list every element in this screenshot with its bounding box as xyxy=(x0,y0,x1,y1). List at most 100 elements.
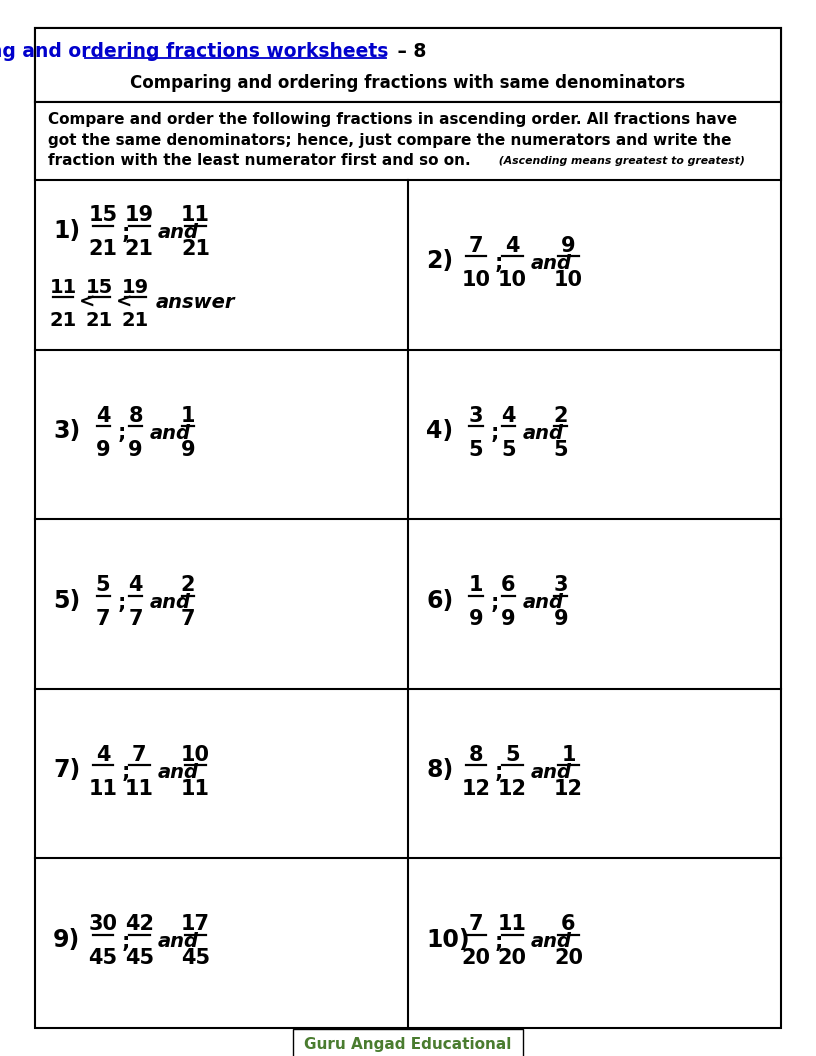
Text: ;: ; xyxy=(122,223,130,243)
Text: – 8: – 8 xyxy=(391,41,427,60)
Text: ;: ; xyxy=(494,253,503,274)
Text: Guru Angad Educational: Guru Angad Educational xyxy=(304,1037,512,1052)
Text: 9: 9 xyxy=(468,609,483,629)
Text: <: < xyxy=(79,293,95,312)
Text: Comparing and ordering fractions worksheets: Comparing and ordering fractions workshe… xyxy=(0,41,388,60)
Text: 11: 11 xyxy=(181,205,210,225)
Text: ;: ; xyxy=(494,931,503,951)
Text: 19: 19 xyxy=(125,205,153,225)
Text: (Ascending means greatest to greatest): (Ascending means greatest to greatest) xyxy=(495,155,745,166)
Text: 8: 8 xyxy=(468,744,483,765)
Text: ;: ; xyxy=(118,423,126,444)
Text: ;: ; xyxy=(490,423,499,444)
Text: 10: 10 xyxy=(181,744,210,765)
Text: 15: 15 xyxy=(88,205,118,225)
Text: 11: 11 xyxy=(181,778,210,798)
Text: 1: 1 xyxy=(468,576,483,596)
Text: <: < xyxy=(116,293,132,312)
Text: 5): 5) xyxy=(53,588,80,612)
Text: 2): 2) xyxy=(426,249,453,274)
Text: 7: 7 xyxy=(128,609,143,629)
Text: ;: ; xyxy=(122,931,130,951)
Text: 2: 2 xyxy=(554,406,568,426)
Text: 3: 3 xyxy=(468,406,483,426)
Text: 10: 10 xyxy=(498,270,527,290)
Bar xyxy=(35,102,781,180)
Bar xyxy=(35,29,781,102)
Text: 20: 20 xyxy=(554,948,583,968)
Text: Compare and order the following fractions in ascending order. All fractions have: Compare and order the following fraction… xyxy=(48,112,737,127)
Text: and: and xyxy=(150,423,191,442)
Text: 21: 21 xyxy=(125,240,153,260)
Text: 30: 30 xyxy=(88,914,118,935)
Text: 7: 7 xyxy=(132,744,147,765)
Text: 20: 20 xyxy=(498,948,527,968)
Text: 7: 7 xyxy=(181,609,195,629)
Text: 3: 3 xyxy=(554,576,568,596)
Text: fraction with the least numerator first and so on.: fraction with the least numerator first … xyxy=(48,153,471,168)
Text: and: and xyxy=(523,423,564,442)
Text: 8: 8 xyxy=(128,406,143,426)
Text: 10: 10 xyxy=(554,270,583,290)
Text: 21: 21 xyxy=(88,240,118,260)
Text: 45: 45 xyxy=(88,948,118,968)
Text: got the same denominators; hence, just compare the numerators and write the: got the same denominators; hence, just c… xyxy=(48,132,731,148)
Text: 17: 17 xyxy=(181,914,210,935)
Text: 10): 10) xyxy=(426,928,470,951)
Text: 20: 20 xyxy=(462,948,490,968)
Text: 9: 9 xyxy=(128,439,143,459)
Text: 45: 45 xyxy=(181,948,210,968)
Text: 9): 9) xyxy=(53,928,80,951)
Text: 11: 11 xyxy=(50,278,77,297)
Text: 11: 11 xyxy=(498,914,527,935)
Text: 21: 21 xyxy=(122,310,149,329)
Text: 6): 6) xyxy=(426,588,453,612)
Text: 5: 5 xyxy=(501,439,516,459)
Text: Comparing and ordering fractions with same denominators: Comparing and ordering fractions with sa… xyxy=(131,74,685,92)
Text: and: and xyxy=(150,593,191,612)
Text: 9: 9 xyxy=(95,439,110,459)
Text: ;: ; xyxy=(494,762,503,782)
Text: 4): 4) xyxy=(426,419,453,444)
Text: 12: 12 xyxy=(498,778,527,798)
Text: ;: ; xyxy=(490,592,499,612)
Text: 12: 12 xyxy=(554,778,583,798)
Text: 7: 7 xyxy=(95,609,110,629)
Text: 4: 4 xyxy=(128,576,143,596)
Text: 1: 1 xyxy=(181,406,195,426)
Text: 4: 4 xyxy=(501,406,516,426)
Text: 21: 21 xyxy=(181,240,210,260)
Text: 5: 5 xyxy=(554,439,568,459)
Text: answer: answer xyxy=(156,293,235,312)
Text: 21: 21 xyxy=(86,310,113,329)
Text: 15: 15 xyxy=(86,278,113,297)
Text: ;: ; xyxy=(118,592,126,612)
Text: 11: 11 xyxy=(88,778,118,798)
Text: 6: 6 xyxy=(561,914,576,935)
Bar xyxy=(293,1029,523,1056)
Text: 7): 7) xyxy=(53,758,80,782)
Text: ;: ; xyxy=(122,762,130,782)
Text: 2: 2 xyxy=(181,576,195,596)
Text: 3): 3) xyxy=(53,419,80,444)
Text: 5: 5 xyxy=(505,744,520,765)
Text: 9: 9 xyxy=(180,439,195,459)
Text: 19: 19 xyxy=(122,278,149,297)
Text: and: and xyxy=(530,253,571,272)
Text: 1): 1) xyxy=(53,219,80,243)
Text: 7: 7 xyxy=(468,914,483,935)
Text: 7: 7 xyxy=(468,235,483,256)
Text: 4: 4 xyxy=(95,744,110,765)
Text: and: and xyxy=(157,932,198,951)
Text: 6: 6 xyxy=(501,576,516,596)
Text: 10: 10 xyxy=(462,270,490,290)
Text: and: and xyxy=(157,224,198,243)
Text: 9: 9 xyxy=(561,235,576,256)
Text: 12: 12 xyxy=(462,778,490,798)
Text: and: and xyxy=(530,762,571,781)
Text: 8): 8) xyxy=(426,758,453,782)
Text: 11: 11 xyxy=(125,778,153,798)
Text: 9: 9 xyxy=(554,609,568,629)
Text: 1: 1 xyxy=(561,744,576,765)
Text: 45: 45 xyxy=(125,948,153,968)
